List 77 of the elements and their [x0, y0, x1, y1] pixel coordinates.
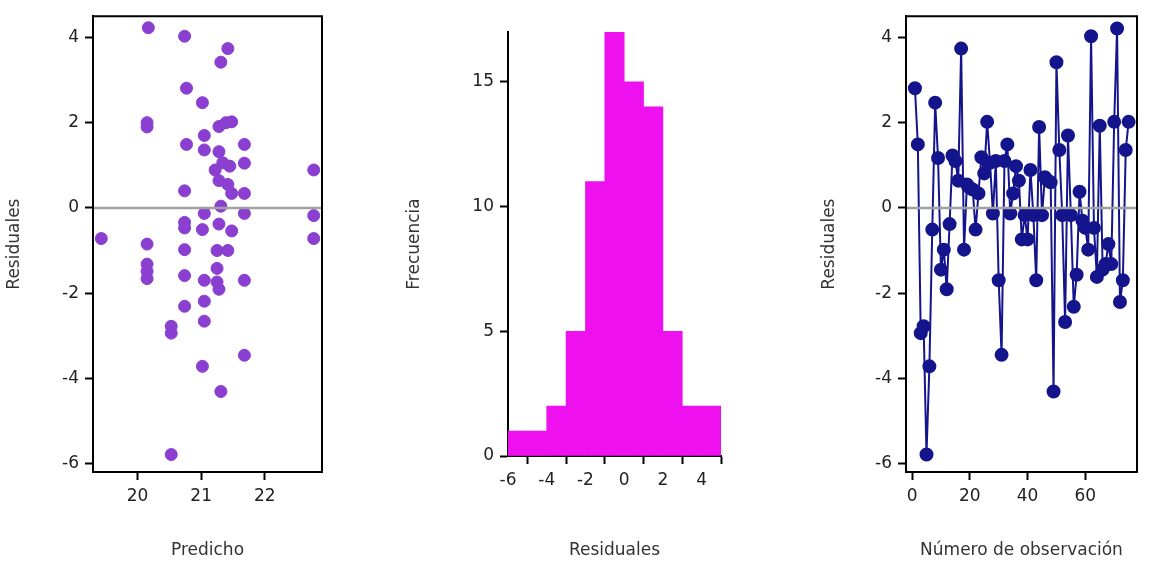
- y-tick-label: 5: [483, 319, 494, 340]
- point: [178, 184, 192, 198]
- y-axis-title: Frecuencia: [402, 198, 423, 290]
- point: [307, 232, 321, 246]
- point: [208, 163, 222, 177]
- x-tick-label: 40: [1016, 484, 1039, 505]
- x-tick-label: -4: [538, 468, 556, 489]
- point: [214, 384, 228, 398]
- point: [178, 299, 192, 313]
- point: [237, 156, 251, 170]
- point: [140, 272, 154, 286]
- y-tick-label: -2: [62, 281, 79, 302]
- y-tick-label: -4: [875, 366, 892, 387]
- point: [225, 186, 239, 200]
- point: [164, 448, 178, 462]
- point: [212, 145, 226, 159]
- point: [210, 261, 224, 275]
- point: [195, 96, 209, 110]
- point: [197, 273, 211, 287]
- y-tick-label: 2: [68, 111, 79, 132]
- point: [180, 81, 194, 95]
- point: [221, 243, 235, 257]
- point: [178, 269, 192, 283]
- y-tick-label: 0: [881, 196, 892, 217]
- point: [178, 29, 192, 43]
- x-tick-label: 0: [618, 468, 630, 489]
- x-axis-title: Número de observación: [920, 539, 1123, 560]
- x-tick-label: 20: [958, 484, 981, 505]
- y-tick-label: 4: [881, 25, 892, 46]
- point: [225, 115, 239, 129]
- point: [307, 163, 321, 177]
- x-tick-label: 4: [696, 468, 708, 489]
- point: [212, 282, 226, 296]
- y-axis-title: Residuales: [817, 198, 838, 290]
- y-tick-label: 4: [68, 25, 79, 46]
- x-tick-label: 20: [126, 484, 149, 505]
- point: [225, 224, 239, 238]
- point: [221, 42, 235, 56]
- x-tick-label: -2: [576, 468, 594, 489]
- x-axis-title: Predicho: [170, 539, 245, 560]
- point: [197, 294, 211, 308]
- point: [237, 348, 251, 362]
- y-tick-label: 15: [472, 70, 494, 91]
- point: [180, 137, 194, 151]
- x-axis-title: Residuales: [568, 539, 661, 560]
- y-tick-label: 2: [881, 111, 892, 132]
- point: [237, 186, 251, 200]
- point: [237, 137, 251, 151]
- x-tick-label: 60: [1074, 484, 1097, 505]
- x-tick-label: 21: [190, 484, 212, 505]
- point: [197, 314, 211, 328]
- y-tick-label: 0: [483, 444, 494, 465]
- y-tick-label: -6: [875, 451, 892, 472]
- y-tick-label: 0: [68, 196, 79, 217]
- y-axis-title: Residuales: [2, 198, 23, 290]
- point: [178, 243, 192, 257]
- point: [197, 128, 211, 142]
- point: [212, 217, 226, 231]
- point: [197, 143, 211, 157]
- point: [195, 359, 209, 373]
- point: [195, 223, 209, 237]
- point: [140, 237, 154, 251]
- point: [94, 232, 108, 246]
- y-tick-label: -4: [62, 366, 79, 387]
- x-tick-label: 0: [906, 484, 918, 505]
- y-tick-label: -6: [62, 451, 79, 472]
- point: [307, 209, 321, 223]
- x-tick-label: 2: [657, 468, 669, 489]
- x-tick-label: -6: [499, 468, 517, 489]
- point: [214, 55, 228, 69]
- y-tick-label: 10: [472, 195, 494, 216]
- point: [237, 273, 251, 287]
- point: [210, 243, 224, 257]
- point: [141, 21, 155, 35]
- point: [223, 159, 237, 173]
- x-tick-label: 22: [253, 484, 276, 505]
- y-tick-label: -2: [875, 281, 892, 302]
